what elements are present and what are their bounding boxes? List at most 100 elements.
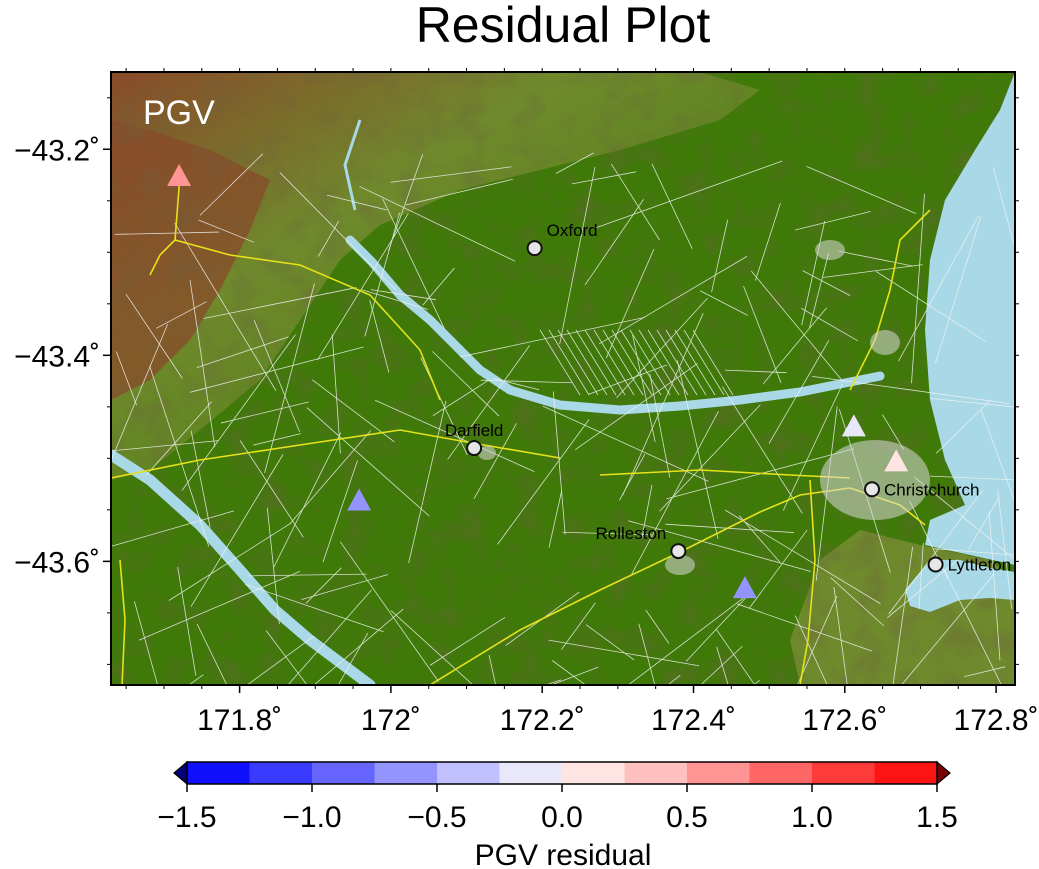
road-segment <box>715 628 756 685</box>
town-marker <box>927 556 944 573</box>
road-segment <box>488 655 497 685</box>
road-segment <box>111 324 168 462</box>
road-segment <box>189 346 364 393</box>
road-segment <box>125 294 183 379</box>
road-segment <box>722 386 803 514</box>
panel-label: PGV <box>143 94 215 132</box>
road-segment <box>548 490 563 548</box>
road-segment <box>725 509 881 605</box>
road-segment <box>548 329 590 396</box>
road-segment <box>364 212 400 337</box>
road-segment <box>279 172 396 291</box>
road-segment <box>685 592 751 662</box>
colorbar-bin <box>624 762 688 784</box>
road-segment <box>593 329 635 396</box>
colorbar-high-triangle <box>936 760 951 786</box>
road-segment <box>190 430 211 528</box>
latitude-axis: −43.2˚ −43.4˚ −43.6˚ <box>14 134 111 579</box>
station-marker <box>884 449 909 472</box>
harbour <box>905 560 1015 612</box>
road-segment <box>145 401 212 476</box>
road-segment <box>220 401 309 424</box>
colorbar-bin <box>749 762 813 784</box>
colorbar-bin <box>312 762 375 784</box>
road-segment <box>649 373 671 478</box>
road-segment <box>638 329 680 396</box>
road-segment <box>473 423 517 499</box>
road-segment <box>619 453 646 501</box>
road-segment <box>588 364 667 395</box>
road-segment <box>898 215 979 362</box>
road-segment <box>181 334 296 491</box>
x-tick-label: 172.8˚ <box>954 704 1039 737</box>
colorbar-label: PGV residual <box>475 839 652 869</box>
road-segment <box>337 632 369 685</box>
waimakariri-river <box>345 235 885 415</box>
colorbar-tick-label: −0.5 <box>407 801 466 834</box>
road-segment <box>266 507 280 625</box>
road-segment <box>992 167 1015 250</box>
road-segment <box>822 264 923 278</box>
road-segment <box>196 623 228 685</box>
road-segment <box>420 357 468 456</box>
road-segment <box>988 510 1001 661</box>
map-area: Oxford Darfield Rolleston Christchurch Lyttl… <box>111 72 1015 685</box>
road-segment <box>388 154 424 251</box>
road-segment <box>967 496 1000 550</box>
road-segment <box>629 329 671 396</box>
road-segment <box>585 624 635 661</box>
road-segment <box>459 316 645 358</box>
town-label: Darfield <box>445 421 504 440</box>
road-segment <box>830 577 884 627</box>
road-segment <box>739 515 781 563</box>
road-segment <box>737 603 872 652</box>
colorbar-tick-label: 1.0 <box>791 801 833 834</box>
road-segment <box>628 520 811 572</box>
road-segment <box>911 193 925 384</box>
road-segment <box>711 219 729 293</box>
road-segment <box>768 340 830 444</box>
road-segment <box>289 430 372 525</box>
road-segment <box>339 541 439 682</box>
town-christchurch: Christchurch <box>864 480 979 499</box>
road-segment <box>801 221 826 326</box>
town-lyttleton: Lyttleton <box>927 555 1011 574</box>
road-segment <box>659 404 761 512</box>
road-segment <box>638 623 656 685</box>
town-marker <box>526 240 543 257</box>
road-segment <box>322 460 358 563</box>
road-segment <box>901 573 995 685</box>
road-segment <box>247 573 367 577</box>
road-segment <box>168 522 292 601</box>
road-segment <box>562 531 652 536</box>
road-segment <box>584 199 645 286</box>
urban-areas <box>478 240 930 575</box>
road-segment <box>699 290 748 316</box>
road-segment <box>914 476 1015 561</box>
y-tick-label: −43.2˚ <box>14 134 100 167</box>
colorbar-bin <box>687 762 750 784</box>
town-marker <box>466 440 483 457</box>
colorbar-bin <box>374 762 438 784</box>
urban-patch <box>870 330 900 355</box>
road-segment <box>632 334 656 443</box>
road-segment <box>265 630 308 685</box>
station-marker <box>841 414 866 437</box>
road-segment <box>651 163 693 250</box>
road-segment <box>551 660 587 685</box>
colorbar-tick-label: −1.0 <box>282 801 341 834</box>
colorbar-bin <box>499 762 563 784</box>
road-segment <box>561 602 596 650</box>
road-segment <box>196 336 289 368</box>
x-tick-label: 172˚ <box>361 704 421 737</box>
rakaia-river <box>111 449 376 685</box>
road-segment <box>264 283 315 473</box>
road-segment <box>875 270 987 343</box>
colorbar-bin <box>249 762 313 784</box>
road-segment <box>724 369 787 374</box>
road-segment <box>665 329 707 396</box>
road-segment <box>390 166 512 183</box>
road-segment <box>422 267 455 306</box>
road-segment <box>432 351 500 417</box>
road-segment <box>935 399 991 454</box>
